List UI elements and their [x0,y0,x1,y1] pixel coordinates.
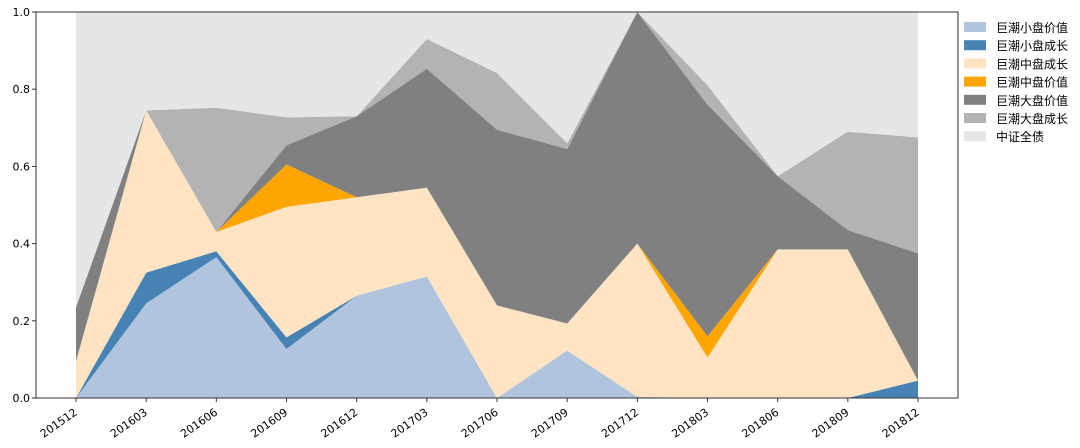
x-tick-label: 201606 [178,406,220,441]
area-series-5 [76,12,918,308]
area-series-4 [76,12,918,381]
area-series-0 [76,257,918,398]
x-tick-label: 201712 [599,406,641,441]
x-tick-label: 201612 [319,406,361,441]
x-tick-label: 201709 [529,406,571,441]
legend-label: 中证全债 [996,129,1044,144]
x-axis: 201512 201603 201606 201609 201612 201703 2017… [38,398,922,441]
legend-item: 巨潮大盘价值 [964,93,1068,108]
y-tick-label: 0.0 [13,392,31,405]
y-tick-label: 0.2 [13,315,31,328]
plot-areas [76,12,918,399]
legend-item: 巨潮小盘成长 [964,38,1068,53]
legend-label: 巨潮小盘价值 [996,20,1068,35]
legend-label: 巨潮小盘成长 [996,38,1068,53]
x-tick-label: 201706 [459,406,501,441]
y-tick-label: 0.6 [13,160,31,173]
legend-item: 巨潮大盘成长 [964,111,1068,126]
x-tick-label: 201809 [810,406,852,441]
x-tick-label: 201803 [669,406,711,441]
legend-swatch [964,131,986,142]
y-tick-label: 1.0 [13,6,31,19]
legend-item: 中证全债 [964,129,1044,144]
legend-swatch [964,76,986,87]
legend-label: 巨潮中盘成长 [996,56,1068,71]
x-tick-label: 201609 [248,406,290,441]
area-series-2 [76,110,918,399]
x-tick-label: 201806 [740,406,782,441]
x-tick-label: 201512 [38,406,80,441]
legend-swatch [964,94,986,105]
y-tick-label: 0.4 [13,238,31,251]
legend-label: 巨潮大盘成长 [996,111,1068,126]
x-tick-label: 201812 [880,406,922,441]
area-series-3 [76,110,918,381]
legend-swatch [964,22,986,32]
x-tick-label: 201703 [389,406,431,441]
legend-item: 巨潮中盘成长 [964,56,1068,71]
y-tick-label: 0.8 [13,83,31,96]
y-axis: 0.0 0.2 0.4 0.6 0.8 1.0 [13,6,36,405]
legend-item: 巨潮中盘价值 [964,75,1068,90]
area-series-6 [76,12,918,308]
legend-label: 巨潮中盘价值 [996,75,1068,90]
legend-item: 巨潮小盘价值 [964,20,1068,35]
legend-swatch [964,113,986,123]
legend-swatch [964,40,986,51]
legend-swatch [964,58,986,69]
x-tick-label: 201603 [108,406,150,441]
legend-label: 巨潮大盘价值 [996,93,1068,108]
